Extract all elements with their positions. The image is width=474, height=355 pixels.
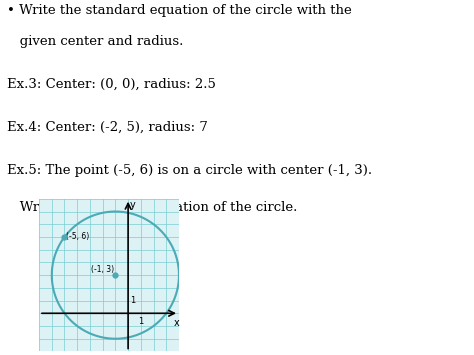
Text: Ex.3: Center: (0, 0), radius: 2.5: Ex.3: Center: (0, 0), radius: 2.5	[7, 78, 216, 91]
Text: (-5, 6): (-5, 6)	[66, 233, 90, 241]
Text: 1: 1	[138, 317, 144, 326]
Text: x: x	[174, 318, 180, 328]
Text: Ex.4: Center: (-2, 5), radius: 7: Ex.4: Center: (-2, 5), radius: 7	[7, 121, 208, 134]
Text: given center and radius.: given center and radius.	[7, 35, 183, 48]
Text: (-1, 3): (-1, 3)	[91, 265, 114, 274]
Text: • Write the standard equation of the circle with the: • Write the standard equation of the cir…	[7, 4, 352, 17]
Text: Ex.5: The point (-5, 6) is on a circle with center (-1, 3).: Ex.5: The point (-5, 6) is on a circle w…	[7, 164, 372, 177]
Text: Write the standard equation of the circle.: Write the standard equation of the circl…	[7, 201, 298, 214]
Text: y: y	[130, 200, 136, 210]
Text: 1: 1	[130, 296, 135, 305]
